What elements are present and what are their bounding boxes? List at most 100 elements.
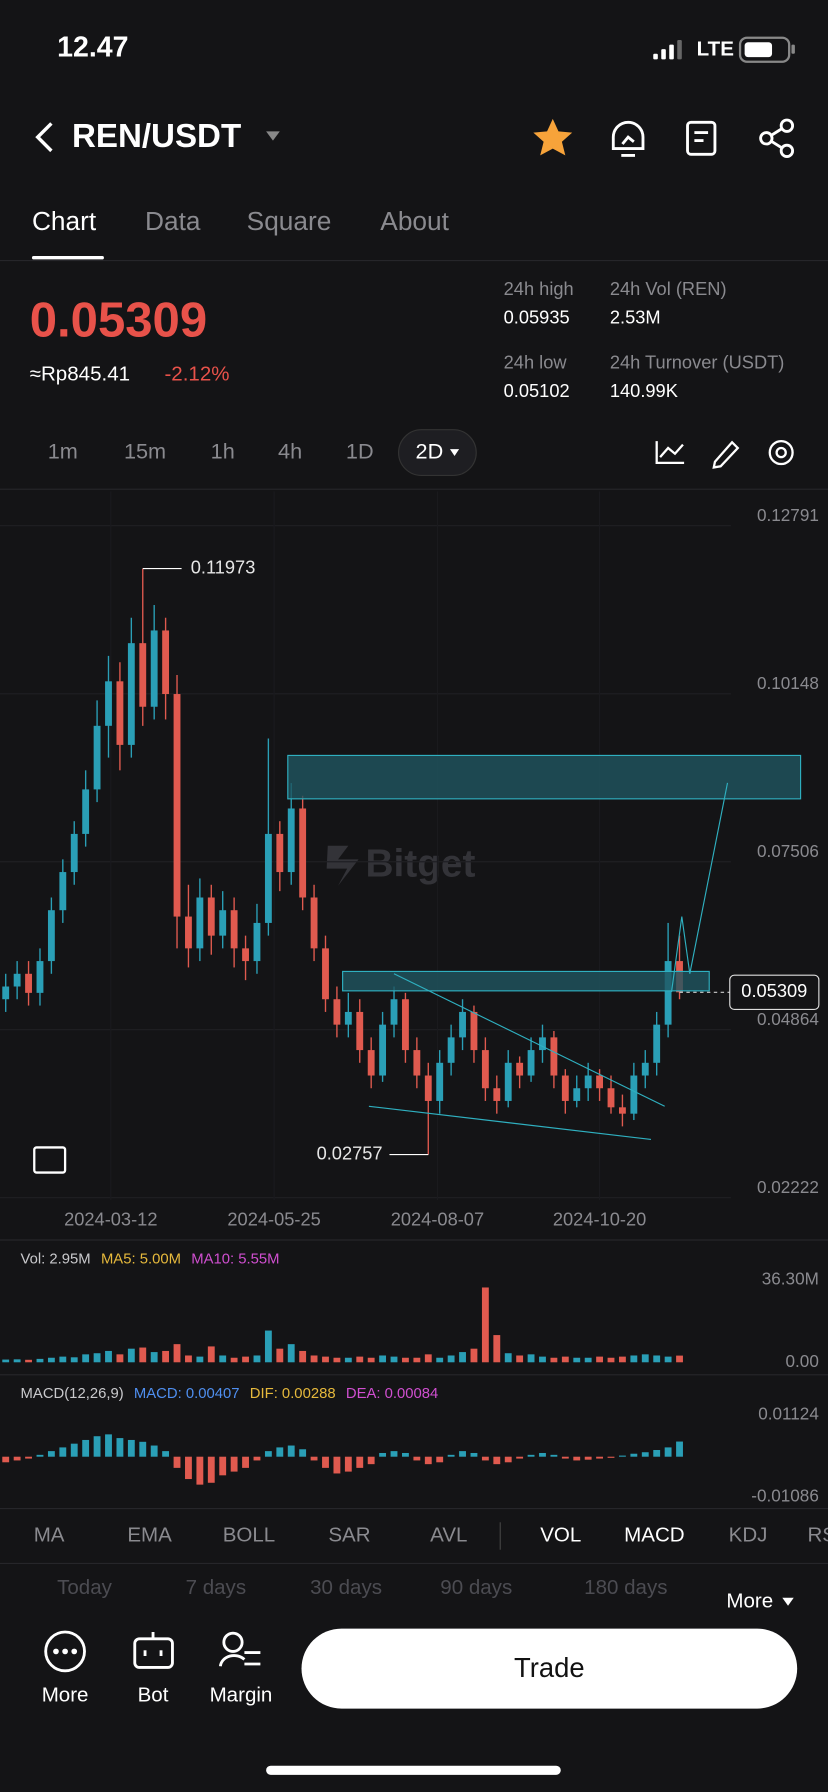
action-label[interactable]: Margin xyxy=(210,1683,273,1706)
action-label[interactable]: Bot xyxy=(138,1683,169,1706)
indicator[interactable]: VOL xyxy=(540,1523,581,1546)
bar xyxy=(379,1452,387,1457)
bar xyxy=(242,1456,249,1468)
bar xyxy=(219,1456,227,1476)
bar xyxy=(664,1447,672,1457)
back-button[interactable] xyxy=(35,122,53,153)
y-tick-label: 0.02222 xyxy=(757,1177,819,1197)
margin-icon[interactable] xyxy=(218,1631,261,1667)
candle-body xyxy=(481,1050,489,1089)
bar xyxy=(561,1356,569,1363)
indicator[interactable]: SAR xyxy=(328,1523,370,1546)
notes-icon[interactable] xyxy=(686,120,717,156)
bar xyxy=(664,1356,672,1363)
bar xyxy=(413,1357,421,1363)
bar xyxy=(150,1352,158,1363)
alert-icon[interactable] xyxy=(611,120,645,157)
period[interactable]: 90 days xyxy=(440,1576,512,1599)
share-icon[interactable] xyxy=(759,118,795,158)
interval[interactable]: 1h xyxy=(211,438,235,463)
bar xyxy=(36,1358,44,1363)
tab[interactable]: Data xyxy=(145,206,201,236)
indicator[interactable]: KDJ xyxy=(729,1523,768,1546)
bar xyxy=(173,1344,181,1363)
candle-body xyxy=(356,1011,364,1051)
indicator[interactable]: MA xyxy=(34,1523,65,1546)
bar xyxy=(93,1436,101,1457)
candle-body xyxy=(139,643,147,707)
home-indicator xyxy=(266,1765,561,1775)
interval[interactable]: 15m xyxy=(124,438,166,463)
candle-body xyxy=(173,694,181,917)
action-label[interactable]: More xyxy=(42,1683,89,1706)
interval-dropdown[interactable] xyxy=(449,449,460,456)
indicator[interactable]: RSI xyxy=(807,1523,828,1546)
trade-label[interactable]: Trade xyxy=(514,1652,585,1683)
bar xyxy=(356,1456,364,1468)
period[interactable]: 30 days xyxy=(310,1576,382,1599)
draw-icon[interactable] xyxy=(712,440,740,469)
indicator-icon[interactable] xyxy=(655,441,685,464)
charts: 0.12791 0.10148 0.07506 0.04864 0.02222 2024-… xyxy=(0,491,820,1506)
bar xyxy=(162,1350,170,1363)
bar xyxy=(516,1456,524,1459)
interval[interactable]: 4h xyxy=(278,438,302,463)
favorite-star[interactable] xyxy=(533,118,573,156)
candle-body xyxy=(367,1050,375,1076)
bar xyxy=(573,1357,581,1363)
candle-body xyxy=(516,1062,524,1076)
bar xyxy=(584,1456,592,1460)
pair-dropdown[interactable] xyxy=(266,131,280,141)
y-tick-label: 0.07506 xyxy=(757,841,819,861)
bar xyxy=(264,1330,272,1363)
more-periods[interactable]: More xyxy=(726,1590,773,1613)
candle-body xyxy=(264,833,272,923)
last-price: 0.05309 xyxy=(30,293,207,347)
period[interactable]: Today xyxy=(57,1576,113,1599)
x-tick-label: 2024-03-12 xyxy=(64,1208,157,1229)
tab[interactable]: About xyxy=(380,206,449,236)
interval-pill[interactable] xyxy=(398,429,477,476)
bar xyxy=(139,1347,147,1363)
battery xyxy=(738,36,795,63)
bar xyxy=(402,1357,409,1363)
bot-icon[interactable] xyxy=(133,1632,174,1669)
fullscreen-button[interactable] xyxy=(33,1146,67,1174)
settings-icon[interactable] xyxy=(768,440,794,466)
candle-body xyxy=(424,1075,432,1101)
drawings xyxy=(287,754,802,1140)
watermark-logo xyxy=(326,845,359,886)
indicator[interactable]: BOLL xyxy=(223,1523,276,1546)
last-price-label: 0.05309 xyxy=(741,980,807,1001)
bar xyxy=(493,1456,501,1465)
interval[interactable]: 2D xyxy=(416,438,444,463)
tab[interactable]: Square xyxy=(247,206,332,236)
candle-body xyxy=(196,897,204,949)
pair-title[interactable]: REN/USDT xyxy=(72,118,241,155)
stat-label: 24h Turnover (USDT) xyxy=(610,351,785,372)
stat-label: 24h Vol (REN) xyxy=(610,278,727,299)
bar xyxy=(539,1356,546,1363)
tab[interactable]: Chart xyxy=(32,206,97,236)
indicator[interactable]: MACD xyxy=(624,1523,684,1546)
bar xyxy=(447,1454,455,1457)
high-label: 0.11973 xyxy=(191,556,256,577)
indicator[interactable]: EMA xyxy=(127,1523,172,1546)
fiat-price: ≈Rp845.41 xyxy=(30,362,130,385)
candle-body xyxy=(253,922,261,962)
bar xyxy=(82,1354,90,1363)
stat-value: 0.05102 xyxy=(504,380,570,401)
bar xyxy=(459,1451,466,1457)
candle-body xyxy=(13,973,21,987)
interval[interactable]: 1D xyxy=(346,438,374,463)
legend-entry: MACD(12,26,9) xyxy=(21,1386,124,1402)
more-icon[interactable] xyxy=(44,1630,86,1673)
period[interactable]: 7 days xyxy=(186,1576,247,1599)
more-dropdown[interactable] xyxy=(782,1597,794,1606)
trade-button[interactable] xyxy=(301,1628,798,1709)
interval[interactable]: 1m xyxy=(48,438,78,463)
indicator[interactable]: AVL xyxy=(430,1523,467,1546)
period[interactable]: 180 days xyxy=(584,1576,667,1599)
candle-body xyxy=(390,999,398,1025)
stat-value: 0.05935 xyxy=(504,307,570,328)
